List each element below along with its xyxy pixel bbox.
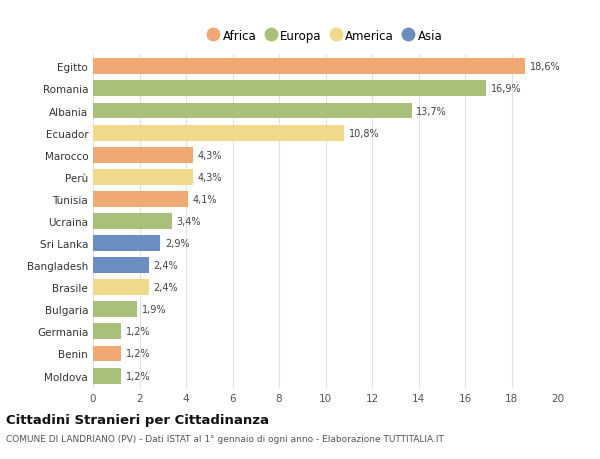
Text: 1,9%: 1,9% — [142, 305, 166, 314]
Bar — [93, 302, 137, 318]
Text: 3,4%: 3,4% — [176, 217, 201, 226]
Text: 2,4%: 2,4% — [154, 283, 178, 292]
Text: 18,6%: 18,6% — [530, 62, 561, 72]
Bar — [93, 147, 193, 163]
Text: 10,8%: 10,8% — [349, 129, 379, 138]
Bar — [93, 324, 121, 340]
Bar — [93, 81, 486, 97]
Bar — [93, 368, 121, 384]
Text: 4,1%: 4,1% — [193, 195, 217, 204]
Text: 2,9%: 2,9% — [165, 239, 190, 248]
Bar — [93, 346, 121, 362]
Text: 1,2%: 1,2% — [125, 349, 150, 358]
Bar — [93, 59, 526, 75]
Legend: Africa, Europa, America, Asia: Africa, Europa, America, Asia — [206, 28, 445, 45]
Text: 1,2%: 1,2% — [125, 371, 150, 381]
Text: 16,9%: 16,9% — [491, 84, 521, 94]
Text: 13,7%: 13,7% — [416, 106, 447, 116]
Text: 2,4%: 2,4% — [154, 261, 178, 270]
Bar — [93, 213, 172, 230]
Text: 4,3%: 4,3% — [197, 151, 222, 160]
Bar — [93, 257, 149, 274]
Text: COMUNE DI LANDRIANO (PV) - Dati ISTAT al 1° gennaio di ogni anno - Elaborazione : COMUNE DI LANDRIANO (PV) - Dati ISTAT al… — [6, 434, 444, 443]
Bar — [93, 103, 412, 119]
Bar — [93, 235, 160, 252]
Text: 1,2%: 1,2% — [125, 327, 150, 336]
Text: Cittadini Stranieri per Cittadinanza: Cittadini Stranieri per Cittadinanza — [6, 413, 269, 426]
Bar — [93, 125, 344, 141]
Bar — [93, 191, 188, 207]
Text: 4,3%: 4,3% — [197, 173, 222, 182]
Bar — [93, 280, 149, 296]
Bar — [93, 169, 193, 185]
